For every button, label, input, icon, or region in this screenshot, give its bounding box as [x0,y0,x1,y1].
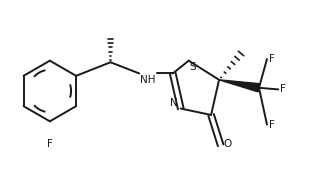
Text: F: F [47,139,53,149]
Text: F: F [268,54,275,64]
Text: N: N [171,98,178,108]
Text: NH: NH [140,75,156,85]
Polygon shape [219,80,260,92]
Text: O: O [224,139,232,149]
Text: F: F [268,120,275,130]
Text: F: F [280,84,286,94]
Text: S: S [190,62,196,72]
